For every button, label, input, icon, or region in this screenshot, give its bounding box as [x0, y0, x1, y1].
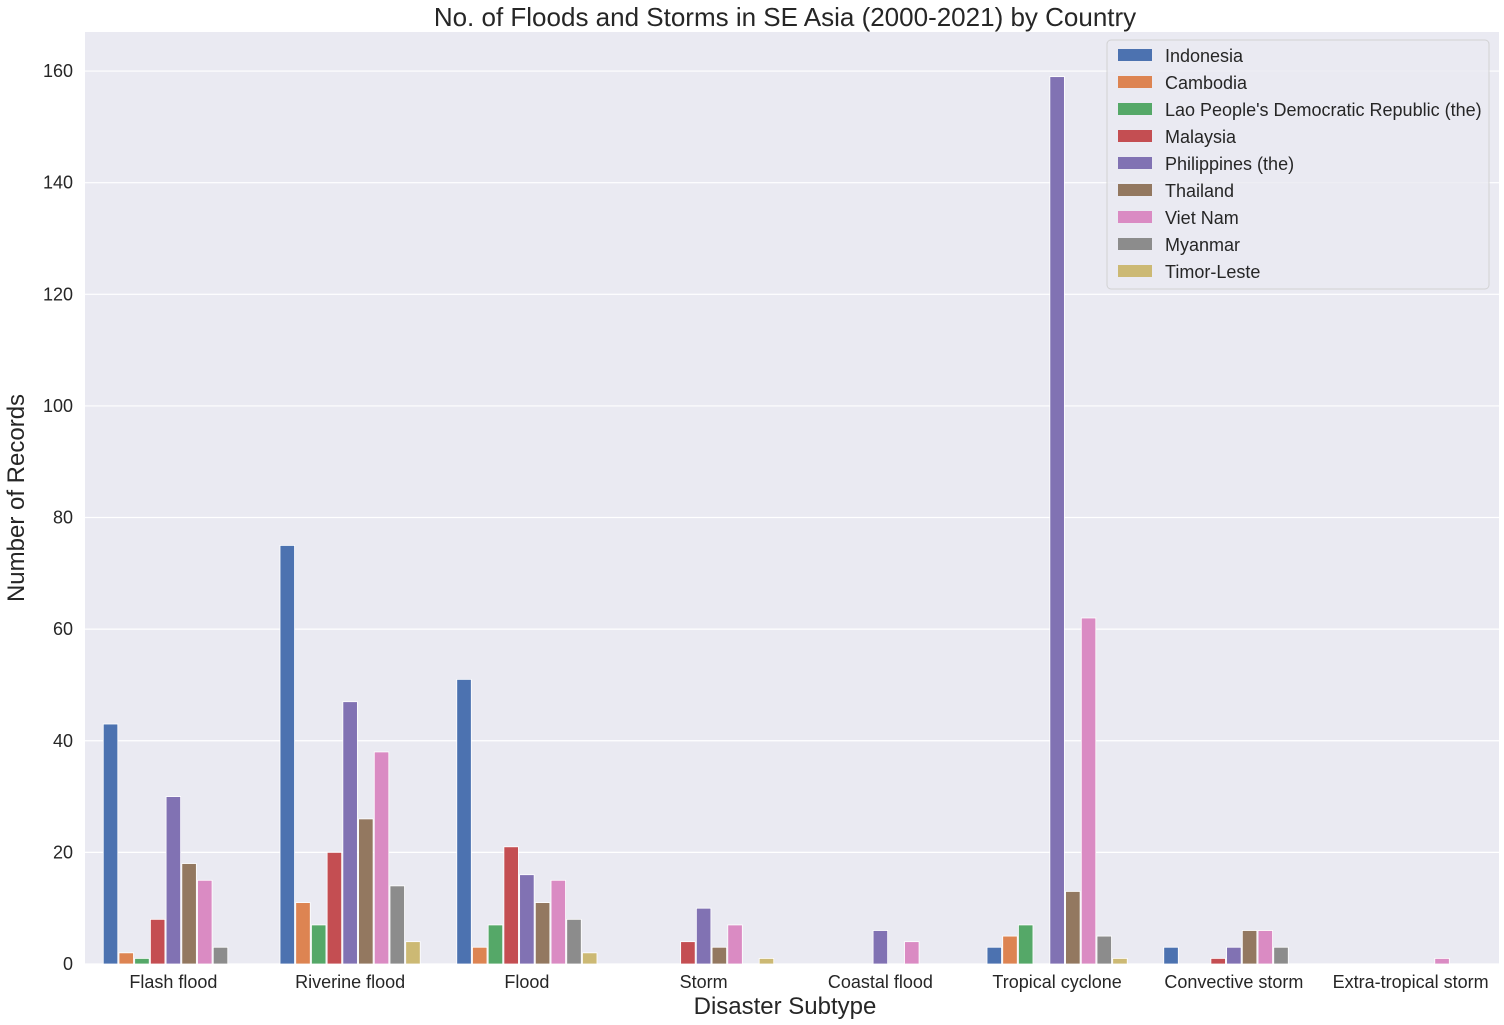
x-tick-label: Flash flood — [129, 972, 217, 992]
x-tick-label: Flood — [504, 972, 549, 992]
legend-label: Cambodia — [1165, 73, 1248, 93]
bar-thailand-6 — [1241, 930, 1258, 965]
legend-label: Malaysia — [1165, 127, 1237, 147]
chart-title: No. of Floods and Storms in SE Asia (200… — [434, 2, 1136, 32]
bar-indonesia-2 — [456, 678, 472, 965]
bar-myanmar-2 — [566, 918, 582, 965]
y-tick-label: 100 — [43, 396, 73, 416]
legend-swatch — [1118, 103, 1152, 115]
bar-viet-nam-6 — [1257, 930, 1273, 965]
legend-label: Timor-Leste — [1165, 262, 1260, 282]
legend-label: Viet Nam — [1165, 208, 1239, 228]
bar-viet-nam-2 — [550, 879, 566, 965]
bar-indonesia-6 — [1163, 946, 1179, 965]
y-tick-label: 80 — [53, 508, 73, 528]
y-tick-labels: 0 20 40 60 80 100 120 140 160 — [43, 61, 73, 974]
legend-swatch — [1118, 130, 1152, 142]
legend-swatch — [1118, 184, 1152, 196]
legend-label: Myanmar — [1165, 235, 1240, 255]
x-tick-labels: Flash flood Riverine flood Flood Storm Coast… — [129, 972, 1488, 992]
bar-lao-people-s-democratic-republic-the-0 — [134, 958, 150, 965]
bar-cambodia-0 — [118, 952, 134, 965]
legend-swatch — [1118, 157, 1152, 169]
bar-cambodia-1 — [295, 902, 311, 965]
y-tick-label: 140 — [43, 173, 73, 193]
bar-cambodia-2 — [472, 946, 488, 965]
bar-timor-leste-2 — [582, 952, 598, 965]
legend-label: Thailand — [1165, 181, 1234, 201]
bar-lao-people-s-democratic-republic-the-1 — [311, 924, 327, 965]
y-tick-label: 60 — [53, 619, 73, 639]
bar-viet-nam-7 — [1434, 958, 1450, 965]
x-tick-label: Extra-tropical storm — [1333, 972, 1489, 992]
y-tick-label: 20 — [53, 842, 73, 862]
bar-timor-leste-3 — [758, 958, 775, 965]
bar-indonesia-0 — [102, 723, 119, 965]
bar-philippines-the-5 — [1049, 76, 1065, 965]
x-tick-label: Tropical cyclone — [992, 972, 1121, 992]
legend-swatch — [1118, 211, 1152, 223]
legend-label: Philippines (the) — [1165, 154, 1294, 174]
bar-timor-leste-5 — [1112, 958, 1128, 965]
bar-philippines-the-3 — [695, 907, 712, 965]
bar-myanmar-0 — [212, 946, 229, 965]
bar-malaysia-0 — [150, 918, 166, 965]
x-tick-label: Coastal flood — [828, 972, 933, 992]
y-tick-label: 160 — [43, 61, 73, 81]
bar-thailand-2 — [534, 902, 551, 965]
bar-lao-people-s-democratic-republic-the-5 — [1018, 924, 1034, 965]
bar-cambodia-5 — [1002, 935, 1018, 965]
bar-thailand-1 — [358, 818, 374, 965]
bar-philippines-the-6 — [1226, 946, 1242, 965]
bar-thailand-5 — [1065, 891, 1081, 965]
bar-malaysia-1 — [326, 851, 343, 965]
bar-lao-people-s-democratic-republic-the-2 — [487, 924, 504, 965]
bar-viet-nam-0 — [197, 879, 213, 965]
bar-philippines-the-2 — [519, 874, 535, 965]
legend-swatch — [1118, 238, 1152, 250]
legend-box — [1106, 39, 1490, 290]
legend-label: Lao People's Democratic Republic (the) — [1165, 100, 1482, 120]
x-axis-title: Disaster Subtype — [694, 993, 877, 1020]
bar-thailand-0 — [181, 863, 197, 965]
legend-label: Indonesia — [1165, 46, 1244, 66]
bar-timor-leste-1 — [405, 941, 421, 965]
bar-philippines-the-4 — [872, 930, 889, 965]
bar-philippines-the-0 — [165, 796, 182, 965]
y-axis-title: Number of Records — [3, 394, 30, 602]
legend-swatch — [1118, 49, 1152, 61]
bar-thailand-3 — [711, 946, 727, 965]
bar-viet-nam-1 — [373, 751, 390, 965]
y-tick-label: 40 — [53, 731, 73, 751]
bar-viet-nam-5 — [1080, 617, 1097, 965]
bar-myanmar-1 — [389, 885, 405, 965]
y-tick-label: 120 — [43, 284, 73, 304]
bars — [102, 76, 1450, 965]
x-tick-label: Riverine flood — [295, 972, 405, 992]
x-tick-label: Convective storm — [1164, 972, 1303, 992]
bar-malaysia-2 — [503, 846, 519, 965]
bar-myanmar-6 — [1273, 946, 1289, 965]
bar-viet-nam-3 — [727, 924, 743, 965]
x-tick-label: Storm — [680, 972, 728, 992]
legend-swatch — [1118, 265, 1152, 277]
legend-swatch — [1118, 76, 1152, 88]
bar-philippines-the-1 — [342, 701, 358, 965]
bar-malaysia-6 — [1210, 958, 1226, 965]
bar-viet-nam-4 — [904, 941, 920, 965]
bar-malaysia-3 — [680, 941, 696, 965]
legend: Indonesia Cambodia Lao People's Democratic… — [1106, 39, 1490, 290]
bar-myanmar-5 — [1096, 935, 1112, 965]
y-tick-label: 0 — [63, 954, 73, 974]
bar-indonesia-5 — [986, 946, 1002, 965]
bar-indonesia-1 — [279, 545, 295, 965]
